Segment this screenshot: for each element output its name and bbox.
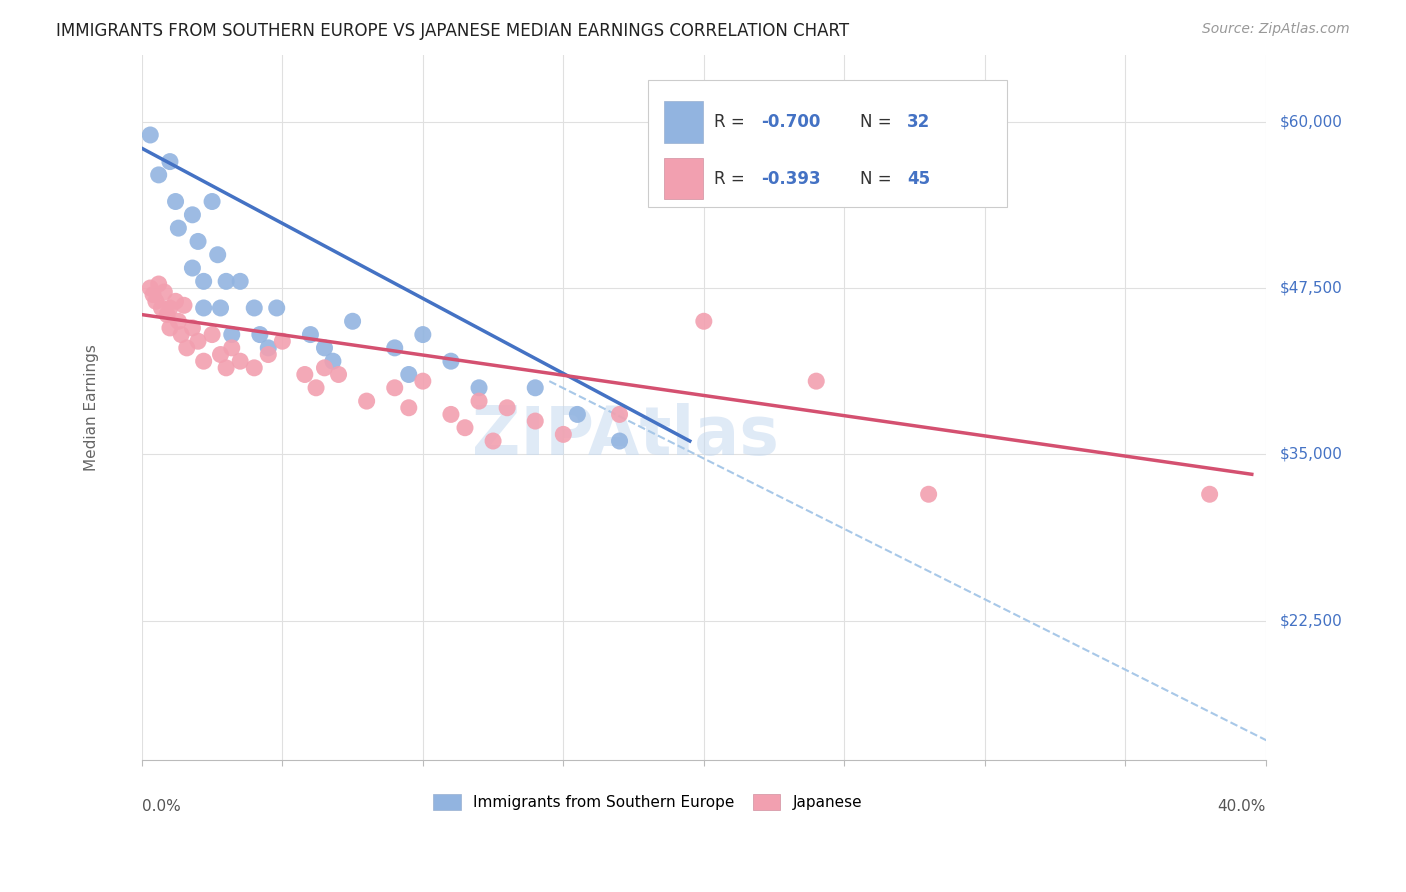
Point	[176, 341, 198, 355]
Point	[917, 487, 939, 501]
Point	[187, 235, 209, 249]
Point	[139, 281, 162, 295]
Point	[806, 374, 828, 388]
Point	[148, 168, 170, 182]
Text: N =: N =	[860, 169, 897, 187]
Point	[159, 154, 181, 169]
Point	[167, 314, 190, 328]
Point	[384, 341, 406, 355]
Point	[398, 401, 420, 415]
Point	[187, 334, 209, 349]
Point	[305, 381, 328, 395]
Point	[257, 347, 280, 361]
Point	[249, 327, 271, 342]
Point	[148, 277, 170, 291]
Text: $47,500: $47,500	[1279, 280, 1343, 295]
Point	[153, 285, 176, 299]
Point	[150, 301, 173, 315]
Point	[271, 334, 294, 349]
Point	[412, 374, 434, 388]
Point	[257, 341, 280, 355]
Point	[356, 394, 378, 409]
Text: $60,000: $60,000	[1279, 114, 1343, 129]
Point	[207, 248, 229, 262]
Legend: Immigrants from Southern Europe, Japanese: Immigrants from Southern Europe, Japanes…	[427, 788, 868, 816]
Point	[524, 414, 547, 428]
Point	[156, 308, 179, 322]
Point	[170, 327, 193, 342]
Point	[221, 327, 243, 342]
FancyBboxPatch shape	[665, 158, 703, 200]
Point	[193, 354, 215, 368]
Point	[468, 381, 491, 395]
Point	[496, 401, 519, 415]
Text: -0.700: -0.700	[761, 113, 821, 131]
Point	[181, 208, 204, 222]
Point	[181, 321, 204, 335]
Text: R =: R =	[714, 169, 749, 187]
Point	[609, 408, 631, 422]
Point	[229, 354, 252, 368]
Point	[159, 301, 181, 315]
Text: ZIPAtlas: ZIPAtlas	[472, 403, 779, 469]
Point	[201, 327, 224, 342]
Text: 32: 32	[907, 113, 931, 131]
Point	[1198, 487, 1220, 501]
Point	[314, 360, 336, 375]
FancyBboxPatch shape	[648, 79, 1007, 207]
Point	[454, 421, 477, 435]
Point	[567, 408, 589, 422]
Point	[342, 314, 364, 328]
Point	[167, 221, 190, 235]
Point	[209, 347, 232, 361]
Point	[299, 327, 322, 342]
Point	[139, 128, 162, 142]
Text: Source: ZipAtlas.com: Source: ZipAtlas.com	[1202, 22, 1350, 37]
Point	[243, 360, 266, 375]
Point	[145, 294, 167, 309]
Text: Median Earnings: Median Earnings	[84, 344, 98, 471]
Point	[201, 194, 224, 209]
Point	[553, 427, 575, 442]
Point	[159, 321, 181, 335]
Point	[412, 327, 434, 342]
Point	[440, 408, 463, 422]
Point	[193, 301, 215, 315]
FancyBboxPatch shape	[665, 102, 703, 143]
Text: -0.393: -0.393	[761, 169, 821, 187]
Point	[294, 368, 316, 382]
Text: $22,500: $22,500	[1279, 613, 1343, 628]
Point	[181, 260, 204, 275]
Point	[468, 394, 491, 409]
Text: IMMIGRANTS FROM SOUTHERN EUROPE VS JAPANESE MEDIAN EARNINGS CORRELATION CHART: IMMIGRANTS FROM SOUTHERN EUROPE VS JAPAN…	[56, 22, 849, 40]
Text: 40.0%: 40.0%	[1218, 799, 1265, 814]
Point	[243, 301, 266, 315]
Point	[193, 274, 215, 288]
Point	[215, 360, 238, 375]
Point	[221, 341, 243, 355]
Point	[524, 381, 547, 395]
Point	[398, 368, 420, 382]
Point	[314, 341, 336, 355]
Point	[142, 287, 165, 301]
Text: R =: R =	[714, 113, 749, 131]
Point	[173, 298, 195, 312]
Point	[440, 354, 463, 368]
Point	[328, 368, 350, 382]
Point	[609, 434, 631, 448]
Text: 0.0%: 0.0%	[142, 799, 180, 814]
Point	[322, 354, 344, 368]
Point	[165, 194, 187, 209]
Point	[165, 294, 187, 309]
Point	[266, 301, 288, 315]
Point	[215, 274, 238, 288]
Point	[482, 434, 505, 448]
Point	[693, 314, 716, 328]
Text: N =: N =	[860, 113, 897, 131]
Text: $35,000: $35,000	[1279, 447, 1343, 462]
Point	[384, 381, 406, 395]
Point	[209, 301, 232, 315]
Text: 45: 45	[907, 169, 931, 187]
Point	[229, 274, 252, 288]
